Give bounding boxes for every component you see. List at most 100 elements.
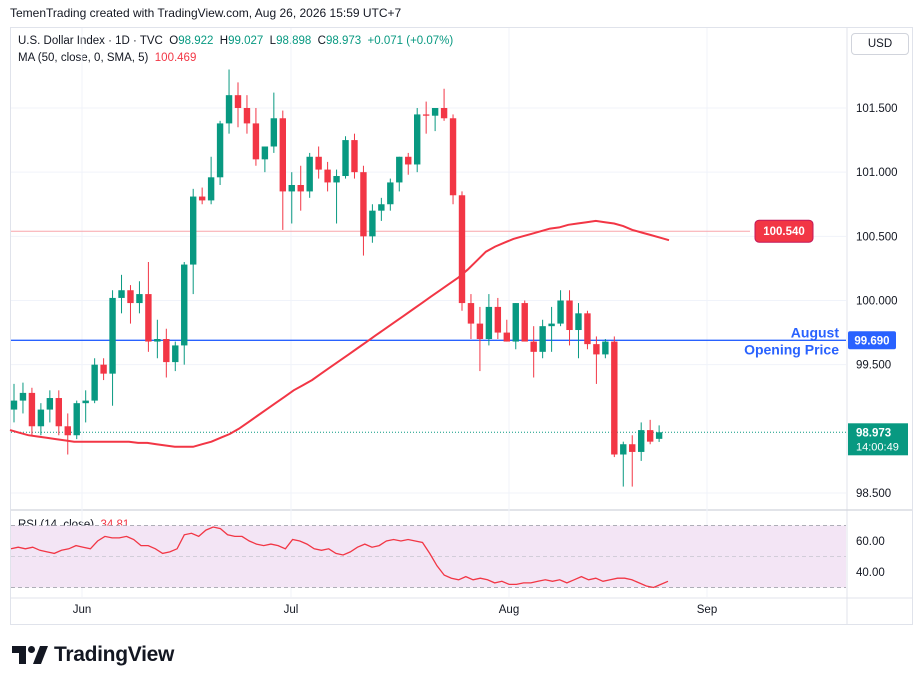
candle — [360, 165, 367, 256]
candle-body — [118, 290, 125, 298]
annotation-line-2: Opening Price — [744, 341, 839, 357]
candle — [602, 339, 609, 359]
candle-body — [198, 196, 206, 201]
candle-body — [557, 300, 564, 324]
tradingview-logo-icon — [12, 646, 48, 664]
candle — [73, 400, 80, 440]
time-tick-label: Jul — [284, 604, 299, 616]
candle-body — [584, 313, 591, 345]
time-tick-label: Aug — [499, 604, 519, 616]
candle-body — [163, 339, 170, 363]
candle — [575, 303, 582, 359]
high-label: H — [219, 35, 229, 47]
candle-body — [100, 364, 107, 374]
candle — [234, 82, 242, 128]
candle — [378, 197, 385, 221]
candle — [485, 294, 493, 346]
candle-body — [279, 118, 286, 192]
currency-button[interactable]: USD — [851, 33, 909, 55]
countdown-label: 14:00:49 — [856, 441, 899, 453]
candle — [46, 390, 54, 423]
candle-body — [521, 303, 528, 342]
ma-line — [9, 219, 670, 448]
candle — [396, 156, 403, 192]
candle-body — [181, 264, 188, 346]
august-opening-price-label-box — [848, 331, 896, 350]
candle-body — [566, 300, 573, 331]
rsi-tick-label: 60.00 — [856, 536, 885, 548]
candle — [28, 387, 36, 436]
grid — [11, 28, 846, 597]
candle-body — [19, 392, 27, 401]
candle — [530, 326, 537, 378]
candle-body — [369, 210, 376, 237]
candle — [557, 290, 564, 327]
candle-body — [234, 95, 242, 108]
candle-body — [55, 398, 62, 427]
candle — [566, 290, 573, 346]
candle-body — [494, 306, 502, 333]
candle-body — [476, 323, 484, 339]
candle — [243, 95, 251, 134]
candle — [64, 413, 71, 455]
candle — [252, 108, 260, 166]
candle — [324, 161, 331, 192]
candle-body — [270, 118, 278, 147]
candle-body — [127, 290, 134, 304]
candle — [539, 319, 546, 359]
candle-body — [575, 313, 582, 331]
candle-body — [467, 303, 475, 324]
candle — [154, 319, 161, 359]
annotation-line-1: August — [791, 324, 840, 340]
candle — [369, 204, 376, 243]
candle — [342, 136, 349, 179]
candle-body — [638, 430, 645, 452]
candle-body — [655, 432, 663, 439]
price-tick-label: 98.500 — [856, 488, 891, 500]
august-opening-price-label: 99.690 — [854, 335, 889, 347]
candle — [55, 390, 62, 436]
price-tick-label: 100.000 — [856, 296, 898, 308]
open-value: 98.922 — [178, 35, 214, 47]
candle — [431, 108, 439, 132]
candle — [190, 188, 197, 295]
candle-body — [602, 341, 609, 355]
candle — [414, 108, 421, 173]
candle — [620, 441, 627, 487]
candle-body — [216, 123, 224, 178]
candle-body — [306, 156, 313, 192]
candles — [10, 69, 663, 487]
candle — [288, 172, 295, 224]
rsi-line — [10, 526, 669, 589]
candle — [100, 358, 107, 381]
candle-body — [324, 169, 331, 183]
close-label: C — [317, 35, 326, 47]
candle-body — [405, 156, 412, 165]
price-tick-label: 99.500 — [856, 360, 891, 372]
candle — [82, 390, 89, 423]
close-value: 98.973 — [325, 35, 362, 47]
candle-body — [503, 332, 510, 342]
open-label: O — [169, 35, 179, 47]
candle — [405, 152, 412, 175]
candle — [646, 419, 654, 445]
candle — [216, 120, 224, 185]
candle-body — [288, 185, 295, 192]
tradingview-logo: TradingView — [12, 643, 174, 667]
change-value: +0.071 (+0.07%) — [367, 35, 454, 47]
candle — [315, 146, 322, 179]
resistance-line-label-box — [754, 219, 814, 243]
candle-body — [342, 140, 349, 177]
candle — [387, 178, 394, 211]
candle-body — [351, 140, 358, 173]
candle — [458, 191, 466, 311]
time-tick-label: Jun — [73, 604, 92, 616]
candle — [19, 382, 27, 414]
candle-body — [172, 345, 179, 363]
candle-body — [548, 323, 555, 327]
candle — [584, 310, 591, 350]
candle-body — [225, 95, 233, 124]
candle-body — [440, 108, 448, 119]
candle — [440, 88, 448, 121]
candle-body — [64, 426, 71, 436]
